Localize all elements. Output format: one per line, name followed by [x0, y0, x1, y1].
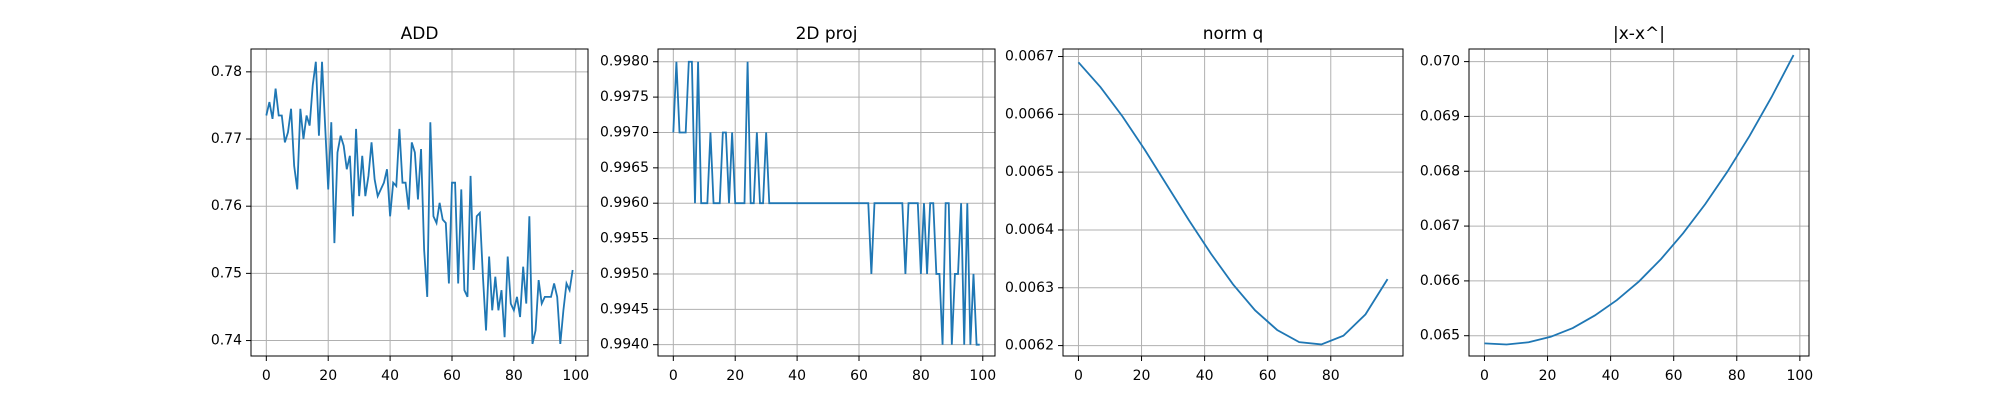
x-tick-label: 20 — [1133, 368, 1151, 384]
y-tick-label: 0.9945 — [600, 301, 649, 317]
y-tick-label: 0.9940 — [600, 337, 649, 353]
data-line — [265, 61, 574, 345]
y-tick-label: 0.069 — [1420, 108, 1460, 124]
y-tick-label: 0.068 — [1420, 163, 1460, 179]
x-tick-label: 80 — [1322, 368, 1340, 384]
x-tick-label: 100 — [1786, 368, 1813, 384]
x-tick-label: 0 — [1074, 368, 1083, 384]
y-tick-label: 0.0066 — [1005, 106, 1054, 122]
y-tick-label: 0.77 — [211, 131, 242, 147]
y-tick-label: 0.9950 — [600, 266, 649, 282]
x-tick-label: 0 — [1480, 368, 1489, 384]
y-tick-label: 0.9960 — [600, 195, 649, 211]
y-tick-label: 0.067 — [1420, 218, 1460, 234]
x-tick-label: 20 — [319, 368, 337, 384]
data-line — [672, 60, 980, 346]
y-tick-label: 0.0064 — [1005, 222, 1054, 238]
x-tick-label: 40 — [1196, 368, 1214, 384]
y-tick-label: 0.070 — [1420, 54, 1460, 70]
x-tick-label: 40 — [788, 368, 806, 384]
chart-title: 2D proj — [796, 24, 858, 44]
y-tick-label: 0.9965 — [600, 160, 649, 176]
axes-frame — [657, 48, 996, 357]
x-tick-label: 20 — [726, 368, 744, 384]
axes-frame — [250, 48, 589, 357]
y-tick-label: 0.76 — [211, 198, 242, 214]
x-tick-label: 40 — [1602, 368, 1620, 384]
x-tick-label: 60 — [850, 368, 868, 384]
y-tick-label: 0.74 — [211, 333, 242, 349]
x-tick-label: 20 — [1539, 368, 1557, 384]
x-tick-label: 0 — [262, 368, 271, 384]
axes-frame — [1468, 48, 1810, 357]
x-tick-label: 60 — [443, 368, 461, 384]
x-tick-label: 80 — [1728, 368, 1746, 384]
x-tick-label: 60 — [1259, 368, 1277, 384]
chart-title: |x-x^| — [1613, 24, 1665, 44]
y-tick-label: 0.9980 — [600, 54, 649, 70]
x-tick-label: 0 — [669, 368, 678, 384]
y-tick-label: 0.9975 — [600, 89, 649, 105]
x-tick-label: 60 — [1665, 368, 1683, 384]
chart-title: ADD — [401, 24, 439, 44]
axes-frame — [1062, 48, 1404, 357]
x-tick-label: 100 — [969, 368, 996, 384]
y-tick-label: 0.0063 — [1005, 280, 1054, 296]
x-tick-label: 80 — [505, 368, 523, 384]
x-tick-label: 100 — [562, 368, 589, 384]
x-tick-label: 80 — [912, 368, 930, 384]
y-tick-label: 0.75 — [211, 265, 242, 281]
y-tick-label: 0.0062 — [1005, 338, 1054, 354]
y-tick-label: 0.9955 — [600, 231, 649, 247]
y-tick-label: 0.0065 — [1005, 164, 1054, 180]
data-line — [1077, 61, 1389, 346]
chart-title: norm q — [1203, 24, 1264, 44]
y-tick-label: 0.9970 — [600, 124, 649, 140]
data-line — [1484, 54, 1795, 346]
y-tick-label: 0.78 — [211, 64, 242, 80]
y-tick-label: 0.0067 — [1005, 49, 1054, 65]
y-tick-label: 0.066 — [1420, 273, 1460, 289]
x-tick-label: 40 — [381, 368, 399, 384]
y-tick-label: 0.065 — [1420, 328, 1460, 344]
